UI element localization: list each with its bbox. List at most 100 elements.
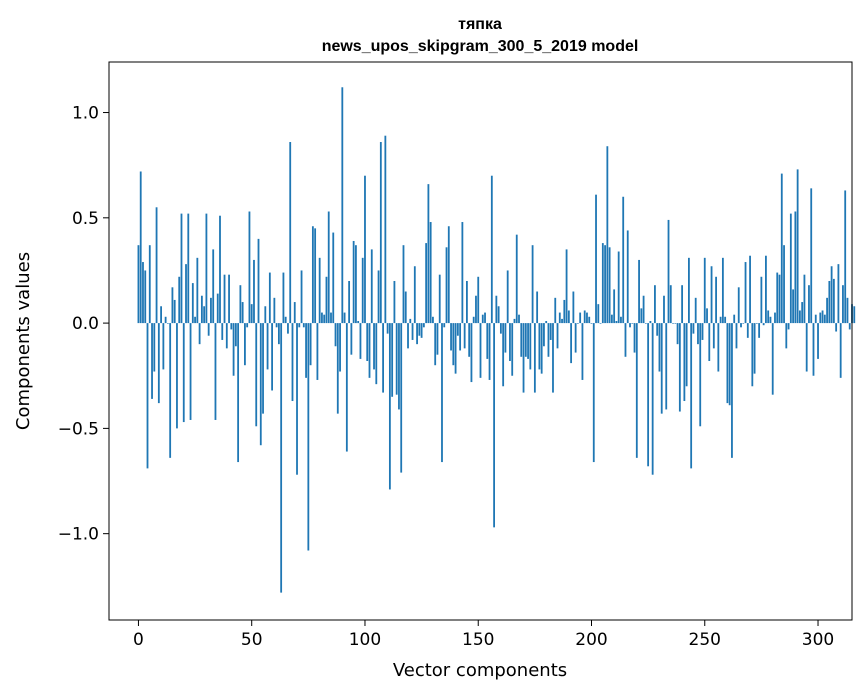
bar — [366, 323, 369, 361]
bar — [742, 323, 745, 324]
bar — [588, 316, 591, 324]
bar — [321, 312, 323, 324]
bar — [755, 323, 758, 324]
bar — [604, 245, 606, 324]
bar — [384, 135, 387, 324]
bar — [341, 87, 344, 324]
bar — [826, 297, 828, 324]
bar — [678, 323, 681, 412]
bar — [454, 323, 457, 374]
bar — [697, 323, 699, 345]
bar — [608, 247, 611, 324]
bar — [821, 310, 824, 324]
bar — [683, 323, 686, 402]
bar — [610, 314, 613, 324]
chart-title-line-2: news_upos_skipgram_300_5_2019 model — [322, 38, 639, 55]
bar — [656, 323, 659, 336]
bar — [311, 226, 314, 324]
bar — [253, 259, 255, 324]
bar — [407, 323, 409, 349]
y-axis-label: Components values — [13, 252, 34, 430]
bar — [298, 323, 301, 328]
bar — [731, 323, 733, 458]
bar — [830, 266, 833, 324]
bar — [207, 323, 210, 336]
bar — [370, 249, 373, 324]
bar — [805, 323, 808, 372]
bar — [468, 323, 471, 357]
bar — [552, 323, 554, 393]
bar — [205, 213, 208, 324]
bar — [187, 213, 190, 324]
bar — [522, 323, 525, 393]
bar — [296, 323, 298, 475]
bar — [533, 323, 536, 393]
bar — [506, 270, 509, 324]
bar — [355, 245, 357, 324]
bar — [549, 323, 552, 340]
bar — [214, 323, 217, 420]
bar — [432, 316, 434, 324]
bar — [509, 323, 511, 361]
bar — [819, 312, 822, 324]
bar — [794, 211, 797, 324]
bar — [774, 312, 776, 324]
bar — [518, 314, 520, 324]
bar — [746, 323, 749, 338]
y-axis-ticks: −1.0 −0.5 0.0 0.5 1.0 — [58, 104, 109, 545]
x-tick-label: 0 — [133, 630, 144, 650]
bar — [699, 323, 702, 427]
bar — [497, 306, 500, 324]
bar — [280, 323, 283, 593]
bar — [373, 323, 375, 370]
bar — [776, 272, 779, 324]
bar — [771, 323, 774, 395]
bar — [189, 323, 192, 420]
bar — [848, 323, 851, 330]
bar — [667, 219, 670, 324]
bar — [595, 194, 597, 324]
bar — [624, 323, 627, 357]
bar — [332, 232, 335, 324]
bar — [644, 323, 647, 324]
bar — [812, 323, 815, 376]
bar — [434, 323, 437, 366]
bar — [672, 323, 674, 324]
bar — [613, 289, 616, 324]
bar — [438, 274, 441, 324]
bar — [413, 266, 416, 324]
bar — [456, 323, 459, 336]
bar — [441, 323, 443, 463]
bar — [330, 312, 332, 324]
bar — [599, 323, 602, 324]
bar — [277, 323, 280, 345]
bar — [753, 323, 756, 374]
bar — [144, 270, 147, 324]
bar — [250, 304, 253, 324]
bar — [325, 276, 328, 324]
y-tick-label: 0.0 — [72, 314, 99, 334]
bar — [721, 257, 724, 324]
bar — [577, 323, 579, 324]
bar — [436, 323, 439, 355]
bar — [617, 251, 620, 324]
bar — [379, 142, 382, 324]
bar — [259, 323, 262, 446]
bar — [416, 323, 418, 345]
bar — [801, 302, 804, 324]
bar — [735, 323, 738, 349]
bar — [185, 264, 187, 324]
bar — [817, 323, 819, 359]
bar — [393, 280, 396, 324]
bar — [622, 196, 625, 324]
bar — [783, 245, 785, 324]
bar — [234, 323, 237, 347]
bar — [570, 323, 573, 364]
bar — [740, 323, 742, 328]
bar — [649, 321, 652, 324]
bar — [658, 323, 661, 372]
bar — [708, 323, 711, 361]
bar — [567, 310, 570, 324]
bar — [780, 173, 783, 324]
bar — [561, 318, 563, 324]
